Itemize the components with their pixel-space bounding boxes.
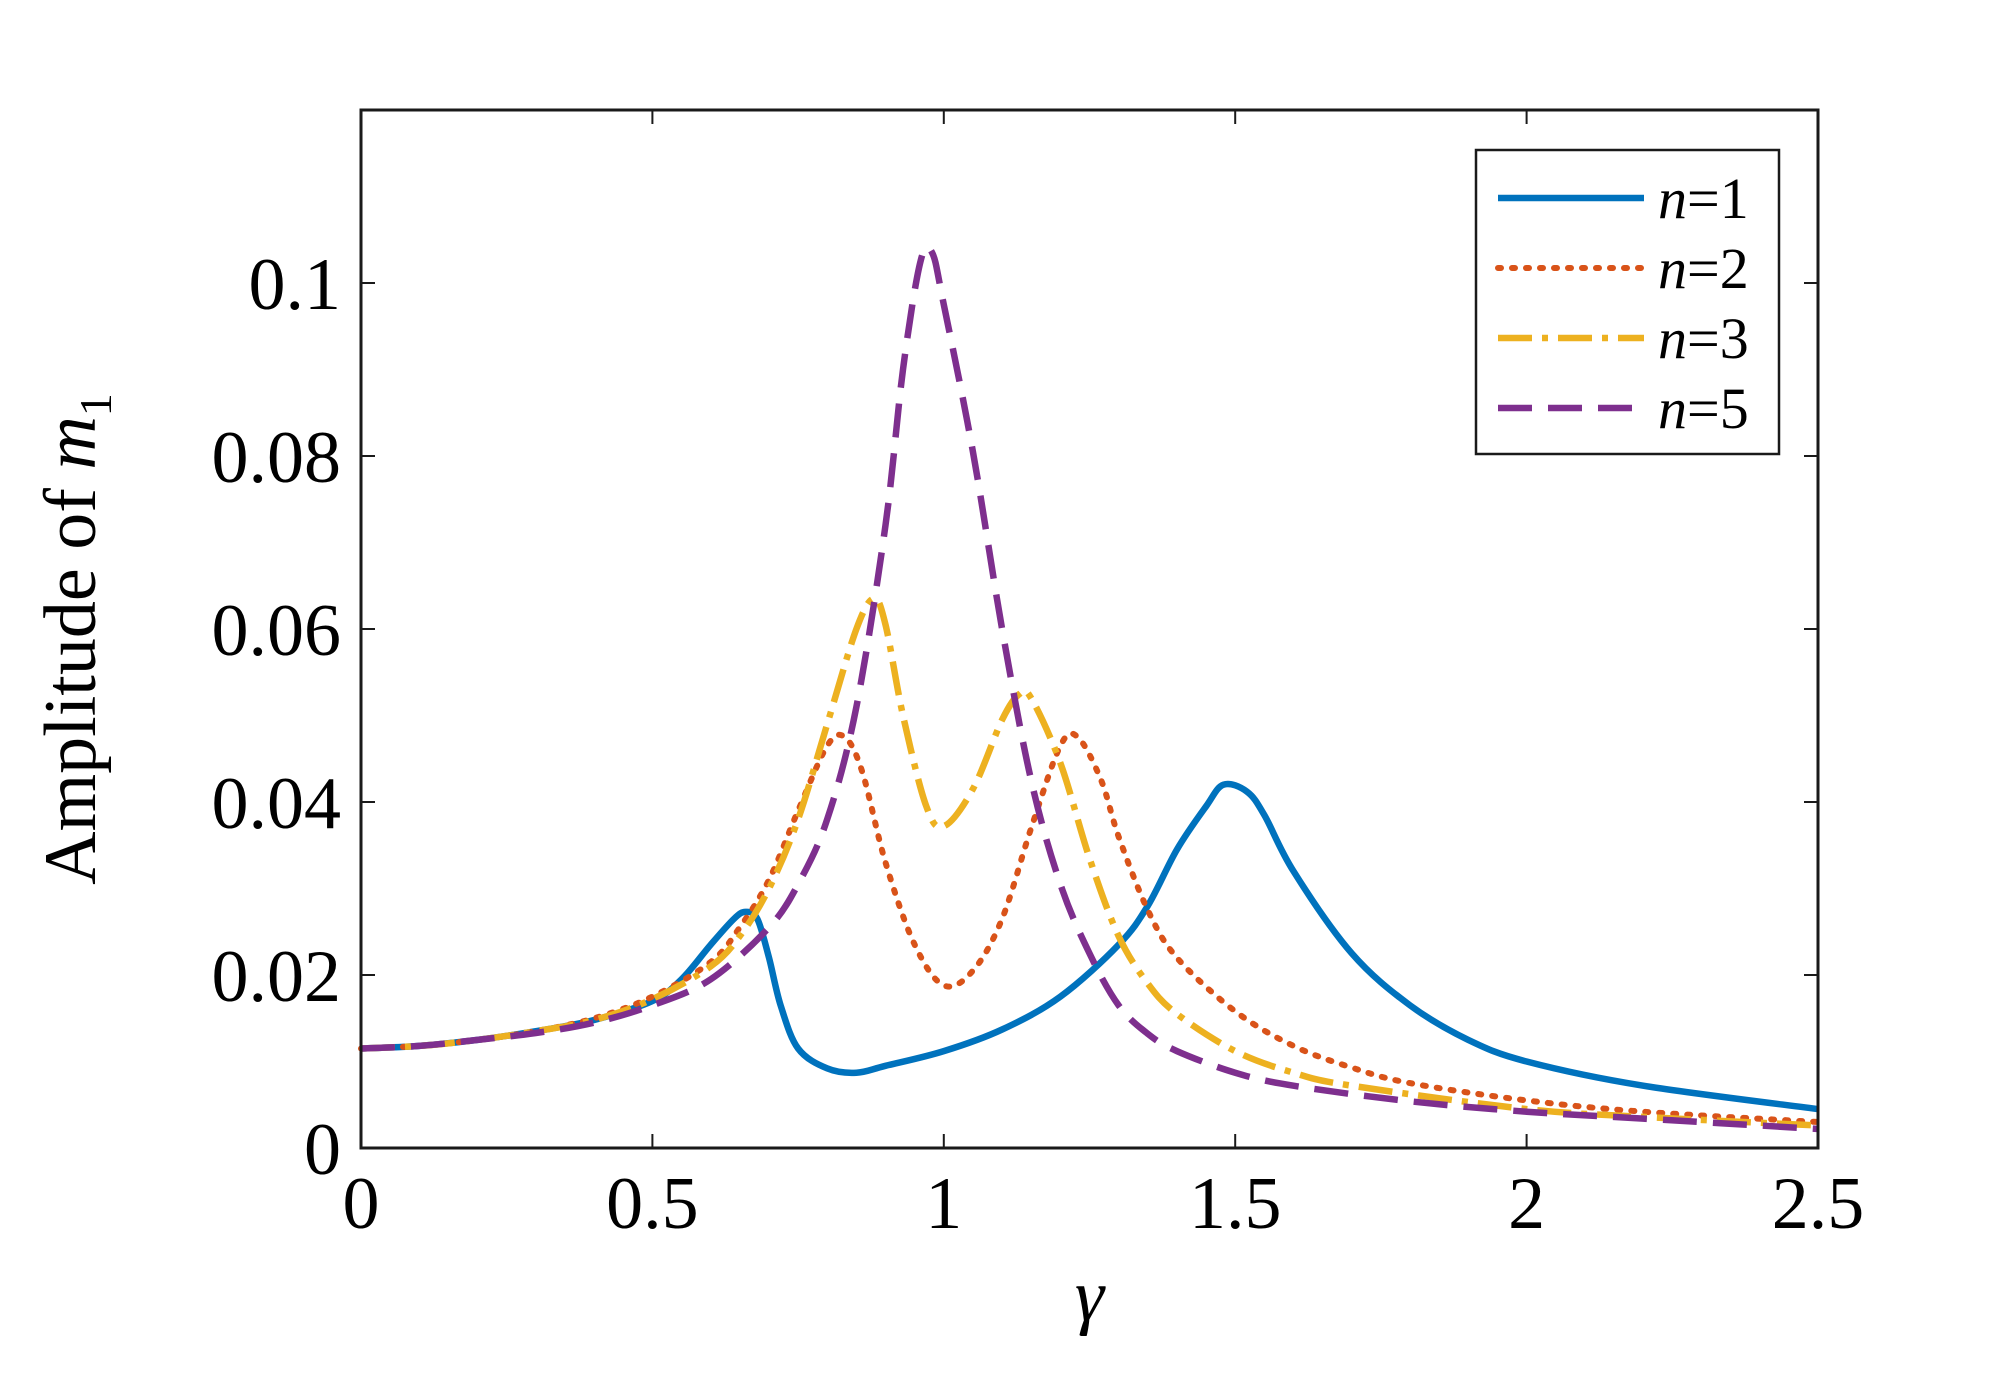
series-line-n-3 xyxy=(360,595,1819,1129)
legend-label: n=1 xyxy=(1658,166,1749,231)
x-tick-label: 1 xyxy=(925,1163,962,1245)
y-tick-label: 0.06 xyxy=(212,590,342,672)
legend-label-value: =1 xyxy=(1687,166,1749,231)
y-tick-label: 0 xyxy=(304,1109,341,1191)
y-tick-label: 0.08 xyxy=(212,417,342,499)
axis-ticks: 0 0.5 1 1.5 2 2.5 0 0.02 0.04 0.06 0.08 0.1 xyxy=(212,110,1865,1245)
series-line-n-2 xyxy=(358,730,1821,1125)
legend-label-var: n xyxy=(1658,376,1687,441)
axes-frame xyxy=(359,108,1820,1150)
legend-label: n=3 xyxy=(1658,306,1749,371)
x-tick-label: 2 xyxy=(1508,1163,1545,1245)
y-axis-label: Amplitude of m1 xyxy=(30,393,121,885)
legend-label-value: =3 xyxy=(1687,306,1749,371)
series-line-n-5 xyxy=(360,243,1819,1133)
legend: n=1n=2n=3n=5 xyxy=(1474,148,1781,456)
x-tick-label: 1.5 xyxy=(1189,1163,1282,1245)
legend-label-value: =5 xyxy=(1687,376,1749,441)
x-axis-label: γ xyxy=(1075,1255,1106,1337)
y-axis-label-prefix: Amplitude of xyxy=(30,470,112,885)
y-axis-label-var: m xyxy=(30,416,112,469)
y-tick-label: 0.1 xyxy=(249,244,342,326)
x-tick-label: 0 xyxy=(343,1163,380,1245)
y-axis-label-sub: 1 xyxy=(70,393,121,416)
legend-label: n=2 xyxy=(1658,236,1749,301)
series-lines xyxy=(358,243,1821,1133)
legend-label-var: n xyxy=(1658,166,1687,231)
legend-label-var: n xyxy=(1658,306,1687,371)
y-tick-label: 0.02 xyxy=(212,936,342,1018)
legend-label-var: n xyxy=(1658,236,1687,301)
x-tick-label: 2.5 xyxy=(1772,1163,1865,1245)
y-tick-label: 0.04 xyxy=(212,763,342,845)
legend-label: n=5 xyxy=(1658,376,1749,441)
x-tick-label: 0.5 xyxy=(606,1163,699,1245)
legend-label-value: =2 xyxy=(1687,236,1749,301)
